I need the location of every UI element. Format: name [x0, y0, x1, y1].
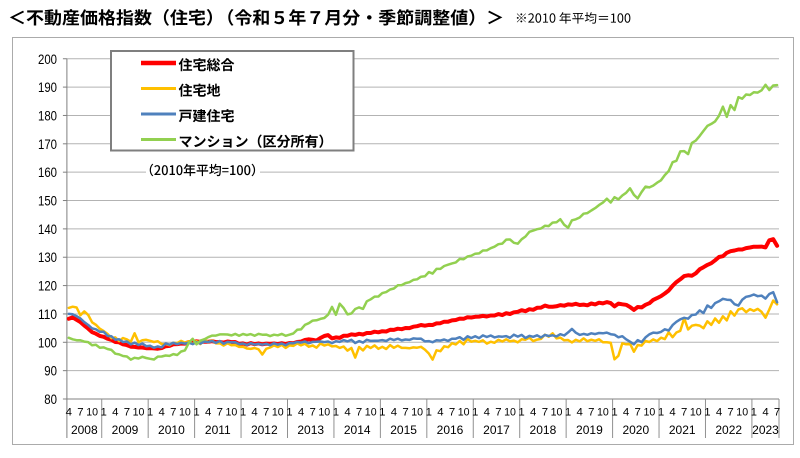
svg-text:4: 4	[66, 406, 72, 418]
svg-text:2019: 2019	[576, 423, 603, 437]
svg-text:2015: 2015	[390, 423, 417, 437]
svg-text:10: 10	[690, 406, 702, 418]
svg-text:10: 10	[504, 406, 516, 418]
svg-text:100: 100	[38, 335, 57, 351]
svg-text:7: 7	[170, 406, 176, 418]
svg-text:130: 130	[38, 250, 57, 266]
svg-text:7: 7	[310, 406, 316, 418]
svg-text:7: 7	[495, 406, 501, 418]
svg-text:1: 1	[658, 406, 664, 418]
svg-text:4: 4	[344, 406, 350, 418]
svg-text:10: 10	[411, 406, 423, 418]
svg-text:7: 7	[356, 406, 362, 418]
svg-text:4: 4	[437, 406, 443, 418]
svg-text:1: 1	[472, 406, 478, 418]
svg-text:2011: 2011	[205, 423, 231, 437]
svg-text:1: 1	[704, 406, 710, 418]
svg-text:2023: 2023	[752, 423, 779, 437]
svg-text:2014: 2014	[344, 423, 371, 437]
svg-text:150: 150	[38, 194, 57, 210]
svg-text:120: 120	[38, 279, 57, 295]
svg-text:10: 10	[551, 406, 563, 418]
svg-text:1: 1	[518, 406, 524, 418]
svg-text:4: 4	[484, 406, 490, 418]
svg-text:1: 1	[286, 406, 292, 418]
svg-text:10: 10	[597, 406, 609, 418]
svg-text:4: 4	[577, 406, 583, 418]
svg-text:160: 160	[38, 165, 57, 181]
svg-text:170: 170	[38, 137, 57, 153]
svg-text:2013: 2013	[297, 423, 324, 437]
svg-text:10: 10	[179, 406, 191, 418]
svg-text:10: 10	[272, 406, 284, 418]
svg-text:7: 7	[681, 406, 687, 418]
svg-text:2012: 2012	[251, 423, 278, 437]
svg-text:10: 10	[133, 406, 145, 418]
svg-text:110: 110	[38, 307, 57, 323]
svg-text:4: 4	[530, 406, 536, 418]
svg-text:4: 4	[159, 406, 165, 418]
svg-text:10: 10	[736, 406, 748, 418]
svg-text:7: 7	[727, 406, 733, 418]
svg-text:1: 1	[379, 406, 385, 418]
svg-text:80: 80	[44, 392, 57, 408]
svg-text:4: 4	[762, 406, 768, 418]
svg-text:7: 7	[217, 406, 223, 418]
svg-text:4: 4	[112, 406, 118, 418]
svg-text:10: 10	[458, 406, 470, 418]
svg-text:1: 1	[193, 406, 199, 418]
svg-text:2008: 2008	[71, 423, 98, 437]
svg-text:10: 10	[86, 406, 98, 418]
svg-text:2017: 2017	[483, 423, 510, 437]
svg-text:4: 4	[391, 406, 397, 418]
svg-text:2009: 2009	[112, 423, 139, 437]
svg-text:10: 10	[644, 406, 656, 418]
svg-text:1: 1	[611, 406, 617, 418]
svg-text:200: 200	[38, 52, 57, 68]
svg-text:2016: 2016	[437, 423, 464, 437]
svg-text:4: 4	[716, 406, 722, 418]
svg-text:10: 10	[226, 406, 238, 418]
svg-text:7: 7	[449, 406, 455, 418]
svg-text:2020: 2020	[622, 423, 649, 437]
svg-text:2021: 2021	[669, 423, 696, 437]
svg-text:1: 1	[333, 406, 339, 418]
svg-text:7: 7	[77, 406, 83, 418]
svg-text:7: 7	[542, 406, 548, 418]
svg-text:90: 90	[44, 364, 57, 380]
svg-text:190: 190	[38, 80, 57, 96]
svg-text:1: 1	[565, 406, 571, 418]
svg-text:1: 1	[240, 406, 246, 418]
svg-text:2018: 2018	[530, 423, 557, 437]
svg-text:140: 140	[38, 222, 57, 238]
svg-text:4: 4	[623, 406, 629, 418]
svg-text:10: 10	[365, 406, 377, 418]
svg-text:2010: 2010	[158, 423, 185, 437]
svg-text:1: 1	[751, 406, 757, 418]
svg-text:2022: 2022	[715, 423, 742, 437]
svg-text:1: 1	[426, 406, 432, 418]
svg-text:4: 4	[251, 406, 257, 418]
svg-text:4: 4	[205, 406, 211, 418]
svg-text:7: 7	[588, 406, 594, 418]
svg-text:1: 1	[101, 406, 107, 418]
svg-text:4: 4	[669, 406, 675, 418]
svg-text:10: 10	[318, 406, 330, 418]
svg-text:7: 7	[774, 406, 780, 418]
svg-text:180: 180	[38, 109, 57, 125]
svg-text:1: 1	[147, 406, 153, 418]
svg-text:4: 4	[298, 406, 304, 418]
svg-text:7: 7	[263, 406, 269, 418]
svg-text:7: 7	[635, 406, 641, 418]
svg-text:7: 7	[124, 406, 130, 418]
svg-text:7: 7	[402, 406, 408, 418]
